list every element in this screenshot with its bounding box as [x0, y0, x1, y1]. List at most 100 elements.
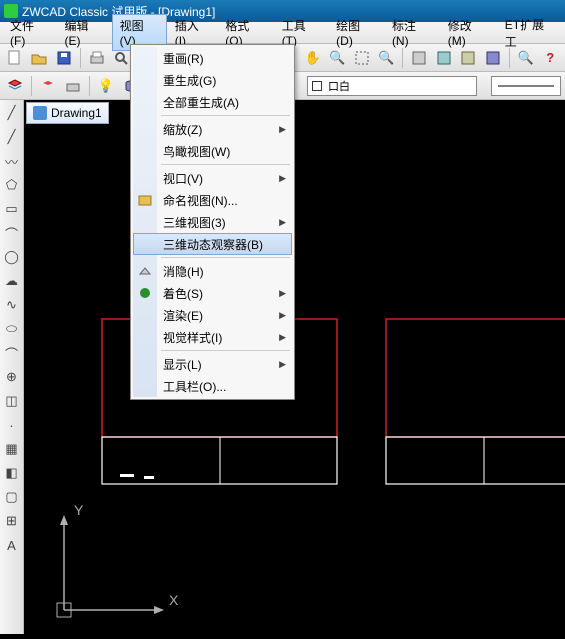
menuitem-显示[interactable]: 显示(L)▶ — [133, 353, 292, 375]
menu-separator — [161, 115, 290, 116]
ltype-combo[interactable] — [491, 76, 561, 96]
menuitem-视觉样式[interactable]: 视觉样式(I)▶ — [133, 326, 292, 348]
menuitem-命名视图[interactable]: 命名视图(N)... — [133, 189, 292, 211]
separator — [402, 48, 403, 68]
menuitem-icon — [137, 214, 153, 230]
separator — [31, 76, 32, 96]
menubar: 文件(F)编辑(E)视图(V)插入(I)格式(O)工具(T)绘图(D)标注(N)… — [0, 22, 565, 44]
menu-文件[interactable]: 文件(F) — [2, 14, 56, 51]
separator — [89, 76, 90, 96]
submenu-arrow-icon: ▶ — [279, 124, 286, 135]
menu-修改[interactable]: 修改(M) — [440, 14, 497, 51]
menuitem-渲染[interactable]: 渲染(E)▶ — [133, 304, 292, 326]
document-tab-label: Drawing1 — [51, 106, 102, 120]
help-button[interactable]: ? — [539, 47, 561, 69]
submenu-arrow-icon: ▶ — [279, 288, 286, 299]
zoom-rt-button[interactable]: 🔍 — [326, 47, 348, 69]
print-button[interactable] — [86, 47, 108, 69]
menuitem-icon — [137, 170, 153, 186]
menuitem-鸟瞰视图[interactable]: 鸟瞰视图(W) — [133, 140, 292, 162]
menuitem-三维动态观察器[interactable]: 三维动态观察器(B) — [133, 233, 292, 255]
menu-separator — [161, 164, 290, 165]
line-tool[interactable]: ╱ — [3, 104, 21, 122]
menuitem-icon — [137, 356, 153, 372]
svg-text:Y: Y — [74, 502, 84, 518]
table-tool[interactable]: ⊞ — [3, 512, 21, 530]
layer-copy-button[interactable] — [37, 75, 59, 97]
menuitem-icon — [138, 237, 154, 253]
pan-button[interactable]: ✋ — [302, 47, 324, 69]
calc-button[interactable] — [482, 47, 504, 69]
menuitem-缩放[interactable]: 缩放(Z)▶ — [133, 118, 292, 140]
submenu-arrow-icon: ▶ — [279, 173, 286, 184]
menuitem-重画[interactable]: 重画(R) — [133, 47, 292, 69]
bulb-icon[interactable]: 💡 — [95, 75, 117, 97]
arc-tool[interactable]: ⌒ — [3, 224, 21, 242]
hatch-tool[interactable]: ▦ — [3, 440, 21, 458]
layer-combo[interactable]: 口白 — [307, 76, 477, 96]
submenu-arrow-icon: ▶ — [279, 332, 286, 343]
menu-标注[interactable]: 标注(N) — [384, 14, 440, 51]
menu-绘图[interactable]: 绘图(D) — [328, 14, 384, 51]
menuitem-icon — [137, 307, 153, 323]
new-button[interactable] — [4, 47, 26, 69]
print2-button[interactable] — [62, 75, 84, 97]
dwg-icon — [33, 106, 47, 120]
save-button[interactable] — [53, 47, 75, 69]
menuitem-icon — [137, 329, 153, 345]
svg-text:X: X — [169, 592, 179, 608]
submenu-arrow-icon: ▶ — [279, 359, 286, 370]
find-button[interactable]: 🔍 — [515, 47, 537, 69]
block-tool[interactable]: ◫ — [3, 392, 21, 410]
insert-tool[interactable]: ⊕ — [3, 368, 21, 386]
revcloud-tool[interactable]: ☁ — [3, 272, 21, 290]
submenu-arrow-icon: ▶ — [279, 217, 286, 228]
dcenter-button[interactable] — [433, 47, 455, 69]
menuitem-icon — [137, 94, 153, 110]
menuitem-icon — [137, 143, 153, 159]
menuitem-icon — [137, 192, 153, 208]
menuitem-视口[interactable]: 视口(V)▶ — [133, 167, 292, 189]
left-toolbar: ╱ ╱ 〰 ⬠ ▭ ⌒ ◯ ☁ ∿ ⬭ ⌒ ⊕ ◫ · ▦ ◧ ▢ ⊞ A — [0, 100, 24, 634]
document-tab[interactable]: Drawing1 — [26, 102, 109, 124]
layer-combo-label: 口白 — [328, 78, 350, 94]
menuitem-icon — [137, 263, 153, 279]
props-button[interactable] — [408, 47, 430, 69]
text-tool[interactable]: A — [3, 536, 21, 554]
view-menu-dropdown: 重画(R)重生成(G)全部重生成(A) 缩放(Z)▶鸟瞰视图(W) 视口(V)▶命名… — [130, 44, 295, 400]
rect-tool[interactable]: ▭ — [3, 200, 21, 218]
menuitem-icon — [137, 378, 153, 394]
menu-separator — [161, 257, 290, 258]
tpalette-button[interactable] — [458, 47, 480, 69]
zoom-win-button[interactable] — [351, 47, 373, 69]
submenu-arrow-icon: ▶ — [279, 310, 286, 321]
preview-button[interactable] — [110, 47, 132, 69]
circle-tool[interactable]: ◯ — [3, 248, 21, 266]
point-tool[interactable]: · — [3, 416, 21, 434]
menuitem-icon — [137, 121, 153, 137]
menuitem-重生成[interactable]: 重生成(G) — [133, 69, 292, 91]
xline-tool[interactable]: ╱ — [3, 128, 21, 146]
open-button[interactable] — [29, 47, 51, 69]
menuitem-icon — [137, 50, 153, 66]
layer-mgr-button[interactable] — [4, 75, 26, 97]
menuitem-消隐[interactable]: 消隐(H) — [133, 260, 292, 282]
menuitem-着色[interactable]: 着色(S)▶ — [133, 282, 292, 304]
zoom-prev-button[interactable]: 🔍 — [376, 47, 398, 69]
menu-编辑[interactable]: 编辑(E) — [56, 14, 111, 51]
region-tool[interactable]: ▢ — [3, 488, 21, 506]
menuitem-icon — [137, 72, 153, 88]
menuitem-icon — [137, 285, 153, 301]
menuitem-全部重生成[interactable]: 全部重生成(A) — [133, 91, 292, 113]
ellarc-tool[interactable]: ⌒ — [3, 344, 21, 362]
separator — [509, 48, 510, 68]
polygon-tool[interactable]: ⬠ — [3, 176, 21, 194]
spline-tool[interactable]: ∿ — [3, 296, 21, 314]
menuitem-三维视图[interactable]: 三维视图(3)▶ — [133, 211, 292, 233]
separator — [80, 48, 81, 68]
swatch-icon — [312, 81, 322, 91]
menuitem-工具栏[interactable]: 工具栏(O)... — [133, 375, 292, 397]
grad-tool[interactable]: ◧ — [3, 464, 21, 482]
pline-tool[interactable]: 〰 — [3, 152, 21, 170]
ellipse-tool[interactable]: ⬭ — [3, 320, 21, 338]
